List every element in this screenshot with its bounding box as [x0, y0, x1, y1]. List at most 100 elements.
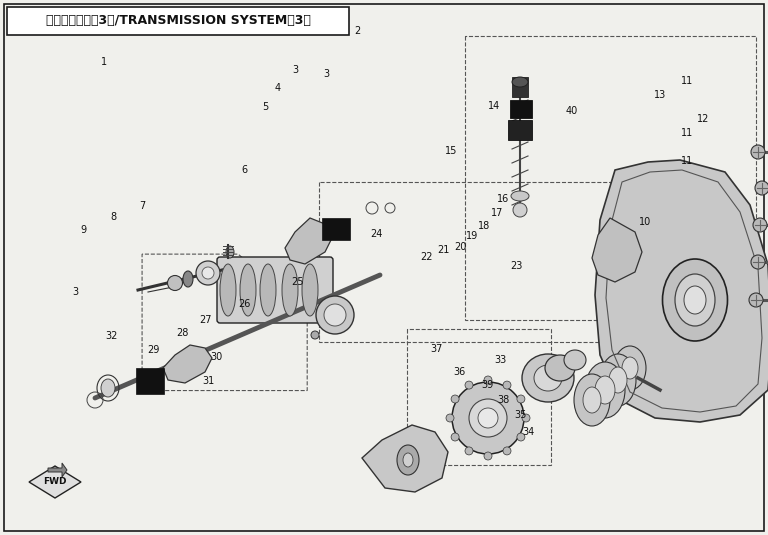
Text: 35: 35: [515, 410, 527, 419]
Ellipse shape: [465, 447, 473, 455]
FancyBboxPatch shape: [322, 218, 350, 240]
Text: 11: 11: [681, 156, 694, 165]
Ellipse shape: [512, 77, 528, 87]
Text: 1: 1: [101, 57, 107, 66]
Ellipse shape: [465, 381, 473, 389]
Ellipse shape: [749, 293, 763, 307]
Ellipse shape: [316, 296, 354, 334]
Ellipse shape: [663, 259, 727, 341]
Text: 18: 18: [478, 221, 490, 231]
FancyBboxPatch shape: [510, 100, 532, 118]
FancyBboxPatch shape: [508, 120, 532, 140]
Text: 21: 21: [438, 246, 450, 255]
Text: 2: 2: [354, 26, 360, 36]
Text: 24: 24: [370, 230, 382, 239]
Text: 37: 37: [430, 344, 442, 354]
Ellipse shape: [684, 286, 706, 314]
Ellipse shape: [452, 382, 524, 454]
Text: 4: 4: [275, 83, 281, 93]
Ellipse shape: [751, 255, 765, 269]
Text: FWD: FWD: [43, 478, 67, 486]
Ellipse shape: [397, 445, 419, 475]
Ellipse shape: [751, 145, 765, 159]
Text: 26: 26: [238, 299, 250, 309]
Ellipse shape: [484, 452, 492, 460]
Polygon shape: [48, 463, 67, 477]
Ellipse shape: [522, 414, 530, 422]
Text: 23: 23: [510, 262, 522, 271]
Text: 3: 3: [72, 287, 78, 296]
Ellipse shape: [622, 357, 638, 379]
Text: 27: 27: [200, 315, 212, 325]
Bar: [7, 7, 349, 35]
Ellipse shape: [503, 381, 511, 389]
Text: 3: 3: [323, 69, 329, 79]
FancyBboxPatch shape: [136, 368, 164, 394]
Text: 40: 40: [566, 106, 578, 116]
Text: 8: 8: [111, 212, 117, 221]
Text: 6: 6: [241, 165, 247, 175]
Text: 14: 14: [488, 101, 500, 111]
Ellipse shape: [451, 395, 459, 403]
Text: 30: 30: [210, 353, 223, 362]
Ellipse shape: [545, 355, 575, 381]
Ellipse shape: [517, 433, 525, 441]
Text: 15: 15: [445, 146, 457, 156]
Text: 换档变速系统（3）/TRANSMISSION SYSTEM（3）: 换档变速系统（3）/TRANSMISSION SYSTEM（3）: [45, 14, 310, 27]
Ellipse shape: [675, 274, 715, 326]
Ellipse shape: [167, 276, 183, 291]
Text: 33: 33: [495, 355, 507, 364]
Ellipse shape: [583, 387, 601, 413]
Ellipse shape: [403, 453, 413, 467]
Text: 7: 7: [139, 201, 145, 211]
Text: 28: 28: [177, 328, 189, 338]
Polygon shape: [163, 345, 212, 383]
Ellipse shape: [101, 379, 115, 397]
Ellipse shape: [595, 376, 615, 404]
Text: 31: 31: [203, 376, 215, 386]
Ellipse shape: [511, 191, 529, 201]
Text: 17: 17: [491, 208, 503, 218]
Text: 13: 13: [654, 90, 667, 100]
Text: 10: 10: [639, 217, 651, 227]
Polygon shape: [285, 218, 332, 264]
Ellipse shape: [183, 271, 193, 287]
Text: 34: 34: [522, 427, 535, 437]
Ellipse shape: [585, 362, 625, 418]
Ellipse shape: [196, 261, 220, 285]
Text: 29: 29: [147, 346, 160, 355]
Ellipse shape: [484, 376, 492, 384]
Ellipse shape: [522, 354, 574, 402]
Text: 39: 39: [482, 380, 494, 390]
Text: 12: 12: [697, 114, 709, 124]
Polygon shape: [592, 218, 642, 282]
Ellipse shape: [513, 203, 527, 217]
Ellipse shape: [469, 399, 507, 437]
Ellipse shape: [564, 350, 586, 370]
Ellipse shape: [478, 408, 498, 428]
Polygon shape: [29, 466, 81, 498]
Ellipse shape: [609, 367, 627, 393]
Text: 20: 20: [455, 242, 467, 252]
Text: 22: 22: [420, 252, 432, 262]
Ellipse shape: [220, 264, 236, 316]
Ellipse shape: [282, 264, 298, 316]
Ellipse shape: [451, 433, 459, 441]
Ellipse shape: [534, 365, 562, 391]
Text: 5: 5: [262, 102, 268, 112]
FancyBboxPatch shape: [217, 257, 333, 323]
Ellipse shape: [226, 246, 234, 258]
Ellipse shape: [260, 264, 276, 316]
Text: 19: 19: [466, 232, 478, 241]
Ellipse shape: [202, 267, 214, 279]
Polygon shape: [595, 160, 768, 422]
FancyBboxPatch shape: [512, 77, 528, 97]
Text: 38: 38: [497, 395, 509, 405]
Ellipse shape: [517, 395, 525, 403]
Ellipse shape: [302, 264, 318, 316]
Text: 11: 11: [681, 128, 694, 137]
Ellipse shape: [600, 354, 636, 406]
Ellipse shape: [755, 181, 768, 195]
Text: 9: 9: [80, 225, 86, 235]
Ellipse shape: [753, 218, 767, 232]
